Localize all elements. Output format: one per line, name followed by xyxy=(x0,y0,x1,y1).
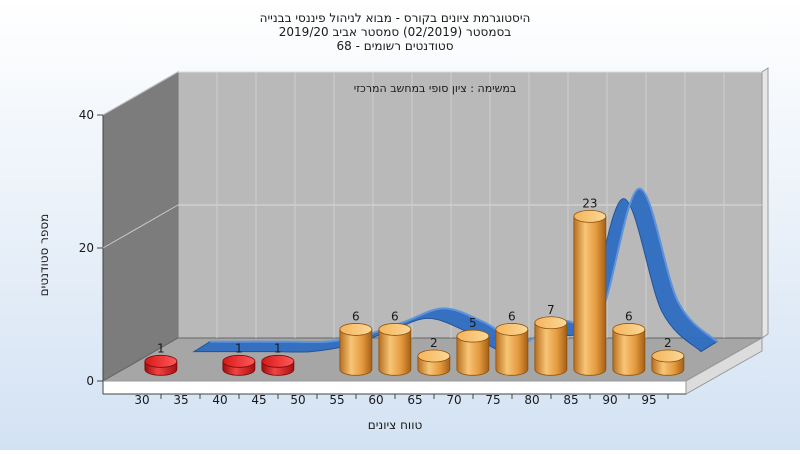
bar-body-85 xyxy=(573,215,607,376)
bar-top-30 xyxy=(144,354,178,368)
chart-title-line-3: סטודנטים רשומים - 68 xyxy=(336,39,453,53)
bar-65 xyxy=(417,349,451,376)
x-tick-label-5: 55 xyxy=(329,393,344,407)
x-tick-label-11: 85 xyxy=(563,393,578,407)
bar-body-90 xyxy=(612,329,646,376)
y-axis-ticks: 0 20 40 xyxy=(79,108,103,388)
bar-top-65 xyxy=(417,349,451,363)
bar-body-55 xyxy=(339,329,373,376)
bar-body-70 xyxy=(456,335,490,376)
x-tick-label-9: 75 xyxy=(485,393,500,407)
x-tick-label-6: 60 xyxy=(368,393,383,407)
bar-top-80 xyxy=(534,316,568,330)
x-axis-ticks: 30 35 40 45 50 55 60 65 70 75 80 85 90 95 xyxy=(134,393,669,407)
bar-value-label-45: 1 xyxy=(274,341,282,355)
bar-value-label-30: 1 xyxy=(157,341,165,355)
bar-top-75 xyxy=(495,323,529,336)
bar-top-95 xyxy=(651,349,685,363)
bar-top-55 xyxy=(339,323,373,336)
bar-85 xyxy=(573,209,607,376)
x-tick-label-2: 40 xyxy=(212,393,227,407)
y-tick-label-0: 0 xyxy=(86,374,94,388)
bar-body-80 xyxy=(534,322,568,376)
bar-45 xyxy=(261,354,295,376)
x-tick-label-8: 70 xyxy=(446,393,461,407)
bar-value-label-75: 6 xyxy=(508,309,516,323)
chart-title-line-1: היסטוגרמת ציונים בקורס - מבוא לניהול פינ… xyxy=(260,11,531,25)
bars-layer: 1 1 1 6 6 2 5 6 7 23 6 2 xyxy=(144,196,685,376)
x-tick-label-4: 50 xyxy=(290,393,305,407)
bar-top-45 xyxy=(261,354,295,368)
trend-curve-highlight xyxy=(210,187,718,344)
bar-top-60 xyxy=(378,323,412,336)
x-axis-label: טווח ציונים xyxy=(368,418,423,432)
chart-title-line-2: בסמסטר (02/2019) סמסטר אביב 2019/20 xyxy=(279,25,511,39)
bar-body-75 xyxy=(495,329,529,376)
chart-annotation: במשימה : ציון סופי במחשב המרכזי xyxy=(354,82,517,95)
bar-75 xyxy=(495,323,529,376)
bar-value-label-85: 23 xyxy=(582,196,597,210)
floor-right-edge xyxy=(685,337,763,395)
x-tick-label-3: 45 xyxy=(251,393,266,407)
bar-value-label-90: 6 xyxy=(625,309,633,323)
bar-top-40 xyxy=(222,354,256,368)
bar-body-60 xyxy=(378,329,412,376)
y-axis-label: מספר סטודנטים xyxy=(37,214,51,297)
floor-front-edge xyxy=(102,380,687,395)
bar-value-label-60: 6 xyxy=(391,309,399,323)
bar-95 xyxy=(651,349,685,376)
bar-60 xyxy=(378,323,412,376)
x-tick-label-1: 35 xyxy=(173,393,188,407)
x-tick-label-13: 95 xyxy=(641,393,656,407)
x-tick-label-12: 90 xyxy=(602,393,617,407)
bar-top-85 xyxy=(573,209,607,223)
bar-value-label-80: 7 xyxy=(547,303,555,317)
bar-40 xyxy=(222,354,256,376)
bar-value-label-70: 5 xyxy=(469,316,477,330)
x-tick-label-7: 65 xyxy=(407,393,422,407)
bar-top-70 xyxy=(456,329,490,343)
x-tick-label-0: 30 xyxy=(134,393,149,407)
grid-line-side-1 xyxy=(102,204,179,249)
bar-55 xyxy=(339,323,373,376)
bar-90 xyxy=(612,323,646,376)
y-tick-label-1: 20 xyxy=(79,241,94,255)
back-wall-right-edge xyxy=(761,67,769,339)
grid-lines xyxy=(102,71,762,338)
bar-70 xyxy=(456,329,490,376)
bar-value-label-65: 2 xyxy=(430,336,438,350)
bar-top-90 xyxy=(612,323,646,336)
bar-80 xyxy=(534,316,568,376)
bar-value-label-55: 6 xyxy=(352,309,360,323)
x-tick-label-10: 80 xyxy=(524,393,539,407)
grid-line-side-2 xyxy=(102,71,179,116)
bar-value-label-95: 2 xyxy=(664,336,672,350)
y-tick-label-2: 40 xyxy=(79,108,94,122)
bar-30 xyxy=(144,354,178,376)
bar-value-label-40: 1 xyxy=(235,341,243,355)
